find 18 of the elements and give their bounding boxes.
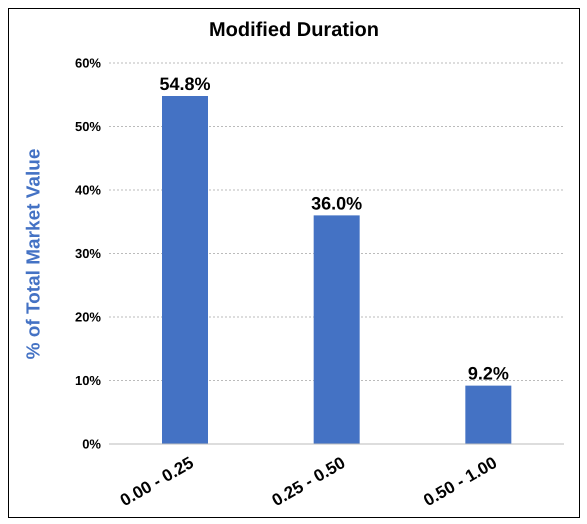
chart-title: Modified Duration bbox=[208, 19, 380, 42]
bar bbox=[162, 96, 208, 444]
bar bbox=[465, 386, 512, 444]
y-tick-label: 20% bbox=[74, 310, 102, 325]
y-tick-label: 60% bbox=[74, 56, 102, 71]
y-tick-label: 10% bbox=[74, 373, 102, 388]
x-tick-label: 0.00 - 0.25 bbox=[116, 453, 197, 510]
data-label: 54.8% bbox=[159, 74, 211, 94]
y-tick-label: 40% bbox=[74, 182, 102, 198]
x-tick-label: 0.50 - 1.00 bbox=[420, 453, 500, 510]
y-tick-label: 0% bbox=[82, 436, 102, 452]
x-tick-label: 0.25 - 0.50 bbox=[268, 453, 348, 510]
y-axis-title: % of Total Market Value bbox=[23, 148, 45, 360]
data-label: 9.2% bbox=[468, 364, 509, 384]
data-label: 36.0% bbox=[311, 193, 362, 214]
y-tick-label: 30% bbox=[74, 246, 102, 262]
bar bbox=[314, 215, 360, 444]
y-tick-label: 50% bbox=[74, 119, 102, 134]
